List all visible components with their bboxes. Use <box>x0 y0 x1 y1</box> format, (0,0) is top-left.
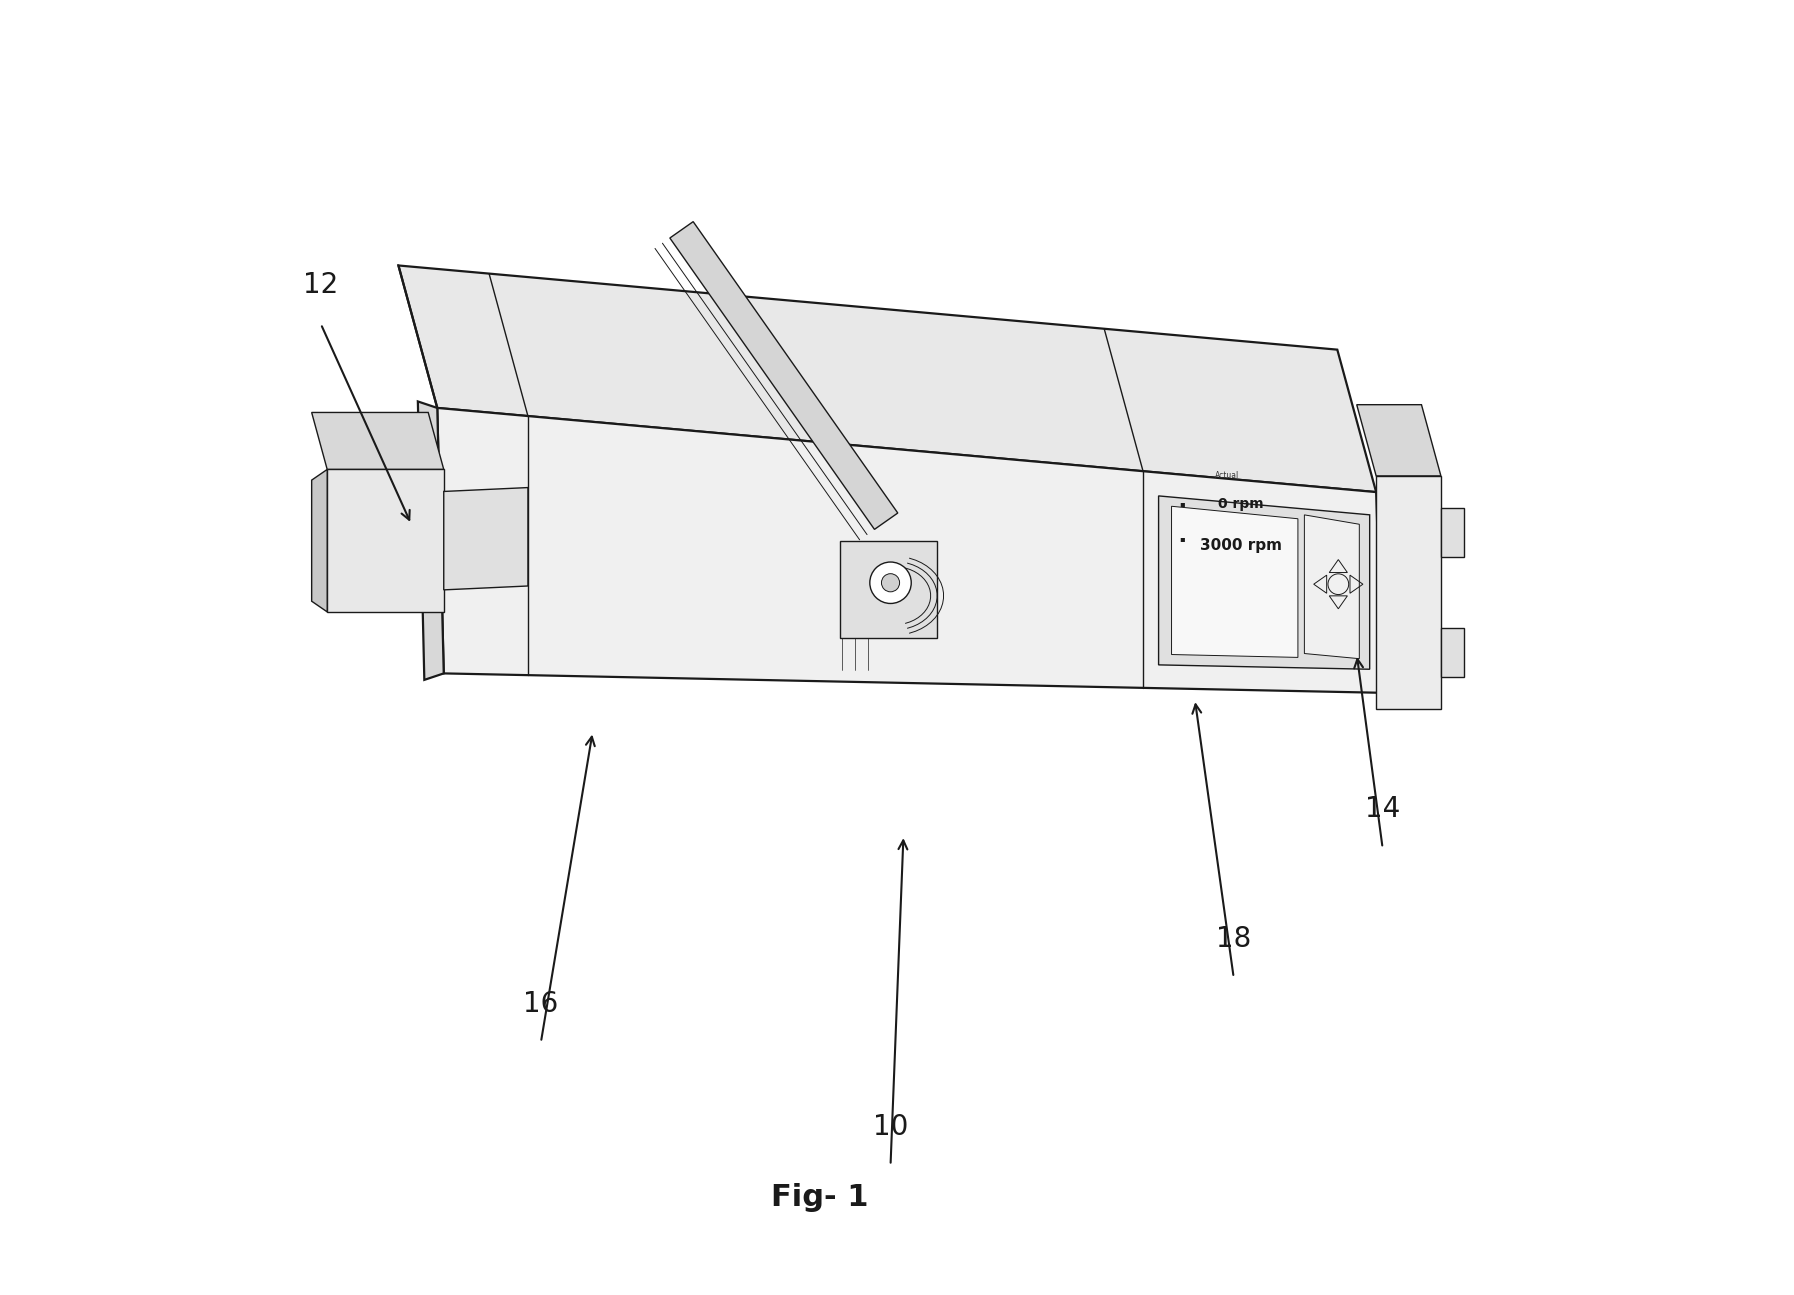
Polygon shape <box>312 469 327 613</box>
Text: 3000 rpm: 3000 rpm <box>1200 537 1283 553</box>
Text: Fig- 1: Fig- 1 <box>771 1184 868 1212</box>
Polygon shape <box>1441 628 1464 676</box>
Polygon shape <box>1376 477 1441 708</box>
Circle shape <box>881 574 899 592</box>
Polygon shape <box>840 541 938 637</box>
Text: 0 rpm: 0 rpm <box>1218 497 1265 512</box>
Polygon shape <box>438 408 1383 693</box>
Text: 14: 14 <box>1365 795 1401 824</box>
Circle shape <box>870 562 911 603</box>
Text: 18: 18 <box>1216 925 1252 953</box>
Polygon shape <box>398 265 1376 492</box>
Polygon shape <box>1441 509 1464 557</box>
Polygon shape <box>1304 515 1360 659</box>
Polygon shape <box>1159 496 1369 670</box>
Polygon shape <box>1356 404 1441 477</box>
Text: 16: 16 <box>524 989 558 1018</box>
Text: 10: 10 <box>874 1112 908 1141</box>
Text: 12: 12 <box>303 271 339 299</box>
Polygon shape <box>1171 506 1297 658</box>
Polygon shape <box>669 221 897 530</box>
Text: Actual: Actual <box>1215 471 1240 480</box>
Text: ▪: ▪ <box>1179 535 1184 544</box>
Polygon shape <box>327 469 443 613</box>
Text: ▪: ▪ <box>1179 500 1184 509</box>
Polygon shape <box>443 487 527 591</box>
Polygon shape <box>312 412 443 469</box>
Polygon shape <box>418 401 443 680</box>
